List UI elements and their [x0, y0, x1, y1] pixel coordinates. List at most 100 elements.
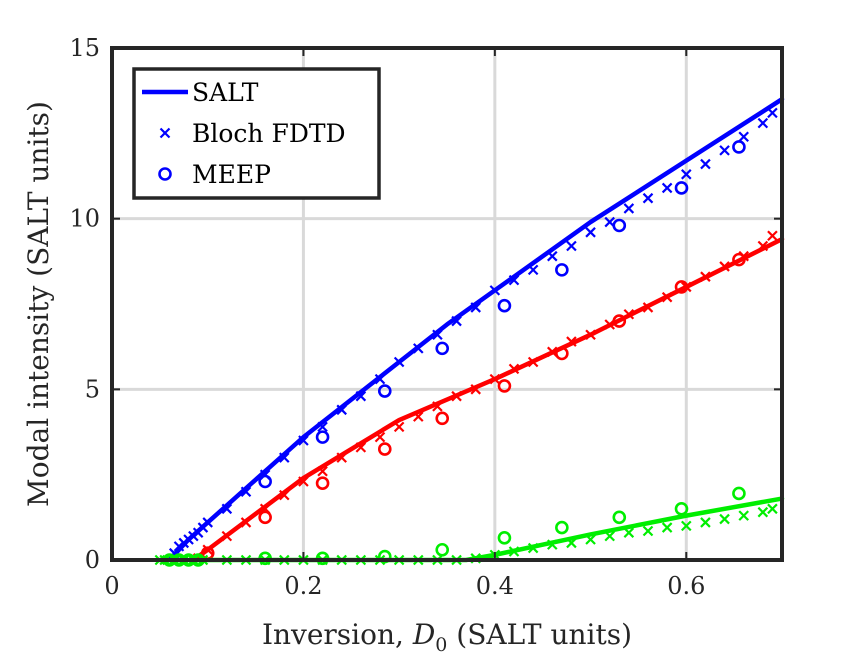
bloch-fdtd-point	[604, 530, 615, 542]
bloch-fdtd-point	[623, 203, 635, 214]
axis-ticks: 0 0.2 0.4 0.6 0 5 10 15	[69, 34, 782, 600]
x-marker-stroke	[585, 329, 596, 340]
meep-point	[555, 346, 569, 361]
meep-point	[732, 140, 746, 154]
x-marker-stroke	[451, 390, 462, 402]
x-marker-stroke	[738, 510, 749, 521]
meep-point	[377, 384, 392, 398]
x-marker-stroke	[413, 343, 424, 354]
bloch-fdtd-point	[661, 522, 673, 533]
bloch-fdtd-point	[317, 421, 328, 433]
meep-point	[258, 510, 272, 525]
bloch-fdtd-point	[279, 452, 290, 463]
bloch-fdtd-point	[661, 182, 673, 194]
x-marker-stroke	[623, 203, 635, 214]
bloch-fdtd-point	[700, 517, 711, 528]
x-marker-stroke	[661, 522, 673, 533]
bloch-fdtd-point	[221, 503, 233, 515]
x-marker-stroke	[719, 513, 730, 525]
y-tick-label: 15	[69, 34, 100, 62]
bloch-fdtd-point	[508, 363, 520, 375]
x-marker-stroke	[432, 401, 443, 412]
bloch-fdtd-point	[719, 513, 730, 525]
bloch-fdtd-point	[642, 302, 654, 313]
x-marker-stroke	[432, 329, 443, 340]
bloch-fdtd-point	[336, 404, 347, 416]
bloch-fdtd-point	[298, 476, 309, 487]
x-marker-stroke	[159, 127, 171, 139]
bloch-fdtd-point	[681, 520, 692, 532]
bloch-fdtd-point	[642, 525, 654, 537]
bloch-fdtd-point	[202, 517, 213, 528]
x-marker-stroke	[470, 384, 481, 395]
x-marker-stroke	[547, 539, 558, 550]
x-marker-stroke	[719, 261, 730, 272]
meep-point	[435, 542, 450, 557]
meep-point	[732, 486, 746, 501]
bloch-fdtd-point	[767, 230, 778, 242]
x-marker-stroke	[585, 227, 596, 238]
x-marker-stroke	[566, 240, 577, 252]
legend-label: MEEP	[192, 160, 271, 189]
bloch-fdtd-point	[393, 356, 405, 368]
meep-point	[377, 442, 392, 456]
bloch-fdtd-point	[240, 517, 252, 528]
bloch-fdtd-point	[547, 539, 558, 550]
x-marker-stroke	[585, 534, 596, 545]
x-marker-stroke	[298, 476, 309, 487]
x-tick-label: 0.4	[476, 572, 514, 600]
x-tick-label: 0.6	[667, 572, 705, 600]
bloch-fdtd-point	[298, 435, 309, 446]
bloch-fdtd-point	[719, 145, 730, 156]
x-marker-stroke	[681, 169, 692, 180]
x-marker-stroke	[413, 411, 424, 422]
bloch-fdtd-point	[585, 329, 596, 340]
x-marker-stroke	[767, 230, 778, 242]
bloch-fdtd-point	[585, 534, 596, 545]
x-marker-stroke	[623, 308, 635, 320]
bloch-fdtd-point	[527, 264, 539, 276]
x-marker-stroke	[757, 506, 769, 518]
bloch-fdtd-point	[202, 544, 213, 556]
series-1	[191, 230, 785, 564]
x-marker-stroke	[642, 192, 654, 204]
bloch-fdtd-point	[642, 192, 654, 204]
y-axis-label: Modal intensity (SALT units)	[22, 101, 55, 507]
x-marker-stroke	[393, 421, 405, 433]
bloch-fdtd-point	[470, 302, 481, 313]
bloch-fdtd-point	[700, 271, 711, 282]
meep-point	[612, 314, 627, 328]
bloch-fdtd-point	[757, 117, 769, 129]
x-marker-stroke	[700, 158, 711, 170]
x-marker-stroke	[700, 271, 711, 282]
x-marker-stroke	[298, 435, 309, 446]
meep-point	[258, 474, 272, 489]
meep-point	[435, 341, 450, 356]
plot-frame	[110, 46, 784, 562]
bloch-fdtd-point	[451, 315, 462, 327]
bloch-fdtd-point	[470, 384, 481, 395]
x-marker-stroke	[489, 285, 501, 296]
y-tick-label: 0	[85, 546, 100, 574]
x-marker-stroke	[681, 520, 692, 532]
bloch-fdtd-point	[393, 421, 405, 433]
bloch-fdtd-point	[527, 356, 539, 368]
meep-point	[674, 280, 689, 294]
x-marker-stroke	[547, 250, 558, 262]
bloch-fdtd-point	[374, 373, 386, 385]
bloch-fdtd-point	[355, 390, 367, 402]
bloch-fdtd-point	[767, 107, 778, 119]
x-marker-stroke	[527, 542, 539, 554]
x-marker-stroke	[240, 517, 252, 528]
x-marker-stroke	[221, 503, 233, 515]
bloch-fdtd-point	[623, 527, 635, 538]
x-marker-stroke	[738, 131, 749, 143]
series-0	[167, 96, 785, 563]
bloch-fdtd-point	[317, 465, 328, 477]
x-marker-stroke	[719, 145, 730, 156]
meep-point	[674, 501, 689, 516]
x-marker-stroke	[508, 546, 520, 557]
bloch-fdtd-point	[547, 250, 558, 262]
bloch-fdtd-point	[661, 291, 673, 303]
x-marker-stroke	[470, 302, 481, 313]
